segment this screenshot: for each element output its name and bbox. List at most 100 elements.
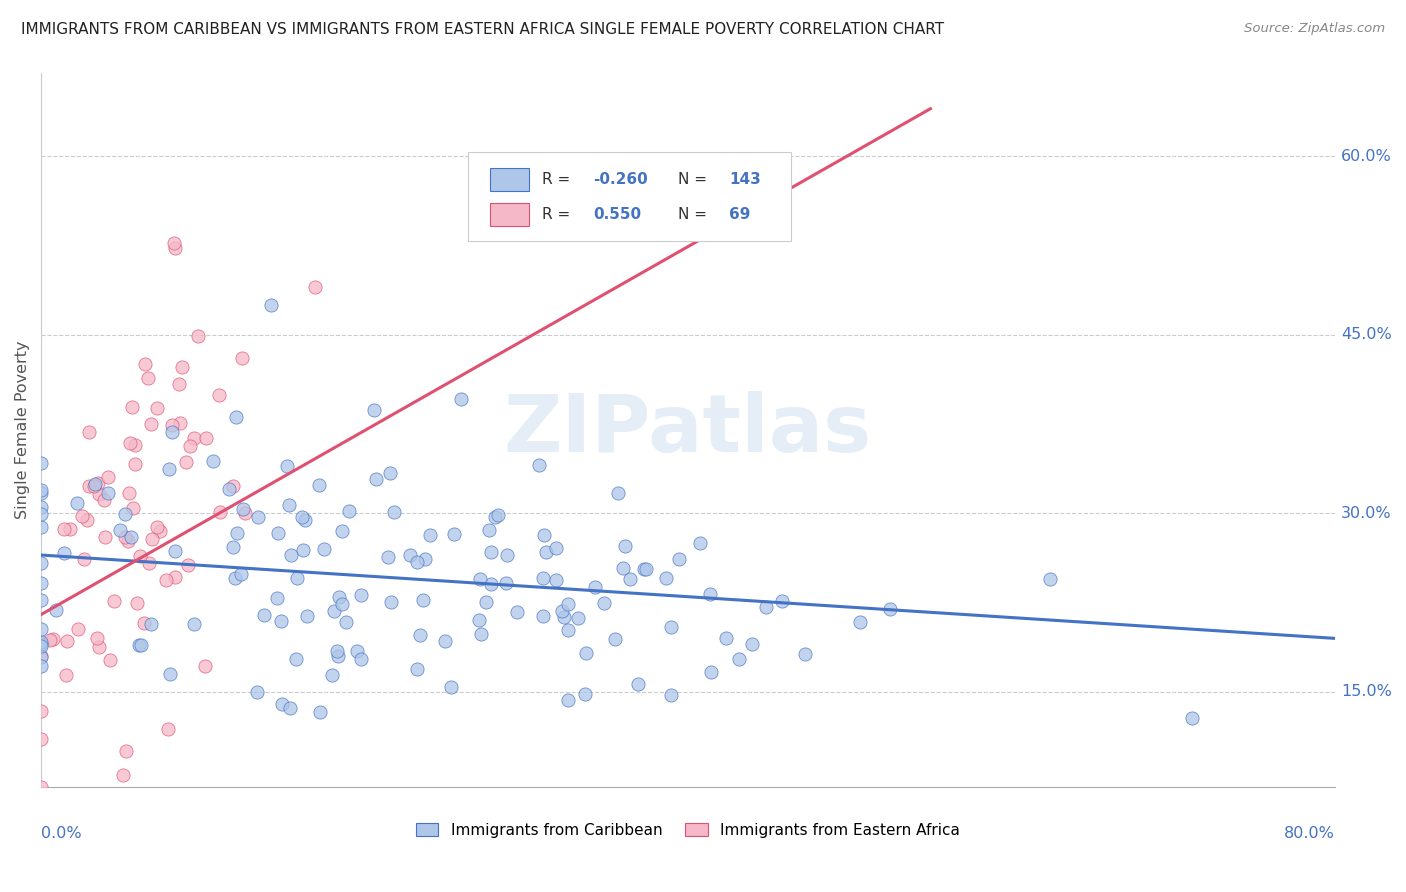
Point [52,546,75,560]
Point [218,483,240,497]
Point [30,634,52,648]
Point [128,638,150,652]
Point [612,561,634,575]
Point [30,623,52,637]
Point [30,593,52,607]
Point [378,466,401,480]
Point [30,520,52,534]
Point [478,523,501,537]
Point [187,329,209,343]
Text: 80.0%: 80.0% [1284,826,1334,841]
Point [557,597,579,611]
Point [419,528,441,542]
Point [495,548,517,562]
Point [294,513,316,527]
Point [146,520,169,534]
Point [380,595,402,609]
Point [141,533,163,547]
Point [285,652,308,666]
Point [41,632,63,647]
Point [93,529,115,543]
Point [129,549,152,563]
Point [103,594,125,608]
Point [225,525,247,540]
Point [412,592,434,607]
Point [30,704,52,718]
Point [66,496,89,510]
Point [233,506,256,520]
Point [583,580,606,594]
Point [603,632,626,646]
Text: IMMIGRANTS FROM CARIBBEAN VS IMMIGRANTS FROM EASTERN AFRICA SINGLE FEMALE POVERT: IMMIGRANTS FROM CARIBBEAN VS IMMIGRANTS … [21,22,945,37]
Point [139,617,162,632]
Point [167,377,190,392]
Point [134,616,156,631]
Point [55,634,77,648]
Point [232,502,254,516]
Point [575,647,598,661]
Point [221,541,243,555]
Point [138,556,160,570]
Point [399,548,422,562]
Point [312,541,335,556]
Point [124,438,146,452]
Point [450,392,472,406]
Point [52,522,75,536]
Point [475,595,498,609]
Point [30,648,52,663]
Point [149,524,172,538]
Point [276,459,298,474]
Text: -0.260: -0.260 [593,172,648,187]
Point [700,665,723,680]
Point [280,548,302,562]
Point [592,596,614,610]
Point [222,479,245,493]
Point [655,571,678,585]
Point [613,539,636,553]
Point [209,505,232,519]
Point [544,573,567,587]
Text: 15.0%: 15.0% [1341,684,1392,699]
Point [551,604,574,618]
Point [699,587,721,601]
Point [633,562,655,576]
Point [659,620,682,634]
Point [183,616,205,631]
Point [470,626,492,640]
FancyBboxPatch shape [489,202,529,226]
Text: 69: 69 [730,207,751,222]
Point [495,575,517,590]
FancyBboxPatch shape [468,152,792,241]
Point [260,298,283,312]
Point [160,425,183,439]
Point [406,555,429,569]
Point [134,357,156,371]
Point [83,479,105,493]
Point [253,608,276,623]
Point [30,556,52,570]
Point [30,638,52,652]
Point [87,476,110,491]
Point [194,431,217,445]
Point [325,644,347,658]
Point [120,530,142,544]
Point [879,602,901,616]
Point [557,693,579,707]
Point [79,425,101,440]
Point [70,509,93,524]
Text: N =: N = [678,172,711,187]
Point [246,684,269,698]
Point [486,508,509,522]
Point [330,524,353,539]
Point [659,688,682,702]
Point [30,456,52,470]
Point [346,644,368,658]
Point [533,528,555,542]
Point [30,500,52,514]
Point [689,536,711,550]
Point [131,639,153,653]
Point [111,768,134,782]
Point [326,648,349,663]
Point [179,439,201,453]
Point [793,647,815,661]
